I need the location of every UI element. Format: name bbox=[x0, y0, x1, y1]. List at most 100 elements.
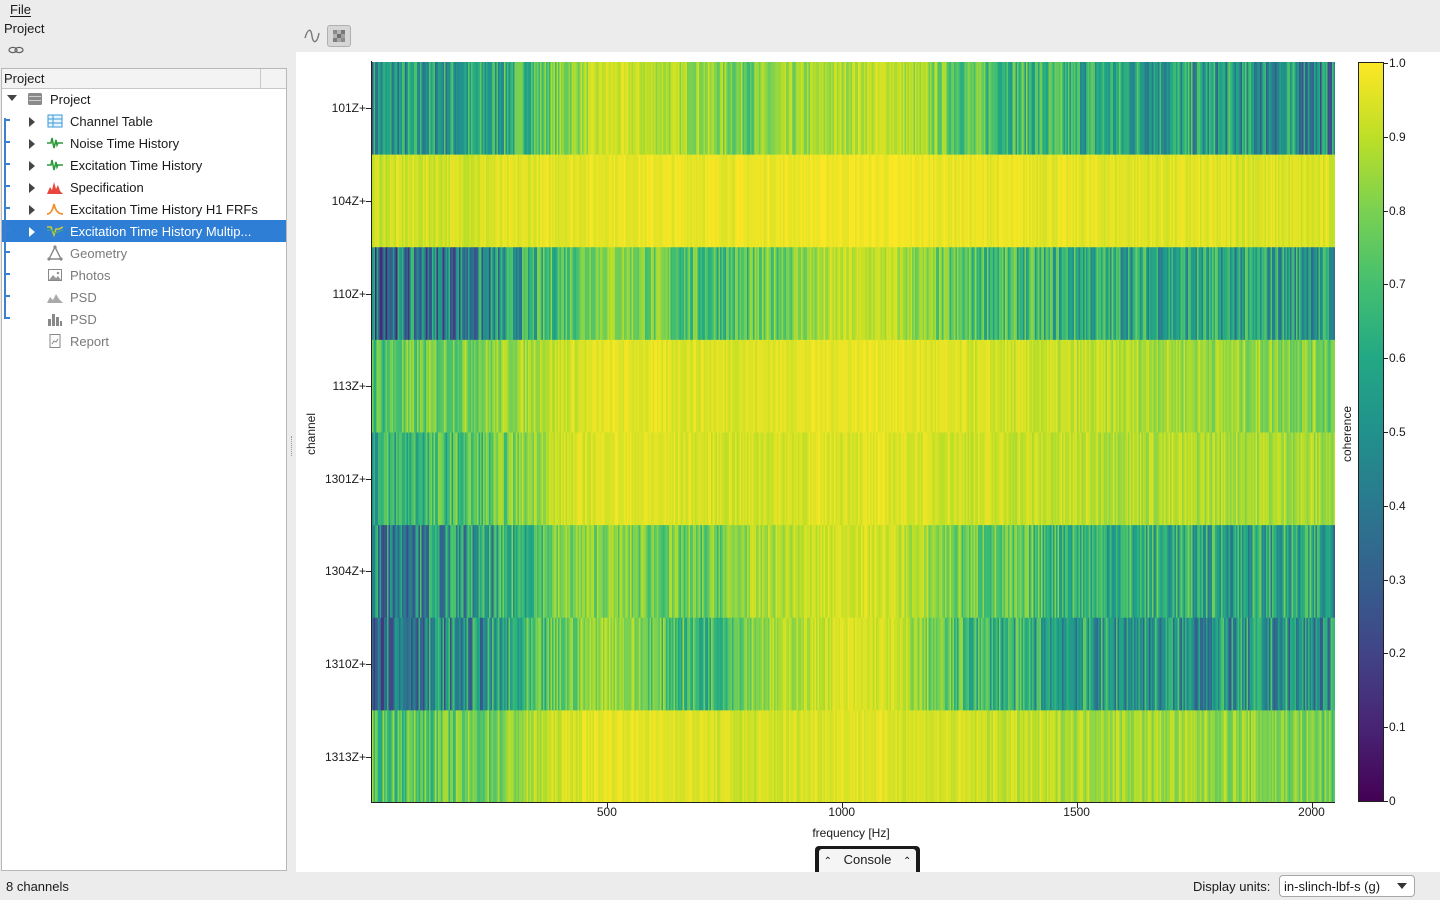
console-toggle-inner[interactable]: ⌃ Console ⌃ bbox=[819, 849, 916, 872]
heatmap-plot-button[interactable] bbox=[327, 25, 351, 47]
tree-item-noise-time-history[interactable]: Noise Time History bbox=[2, 132, 286, 154]
colorbar-tick-label: 0 bbox=[1389, 794, 1396, 808]
tree-guide-tick bbox=[4, 273, 10, 275]
chevron-up-icon: ⌃ bbox=[823, 856, 833, 867]
tree-item-specification[interactable]: Specification bbox=[2, 176, 286, 198]
y-tick-mark bbox=[366, 478, 371, 480]
heatmap-row-101Z+ bbox=[372, 62, 1335, 156]
tree-item-excitation-time-history[interactable]: Excitation Time History bbox=[2, 154, 286, 176]
y-tick-mark bbox=[366, 293, 371, 295]
frf-icon bbox=[46, 201, 64, 217]
heatmap-row-1304Z+ bbox=[372, 525, 1335, 619]
tree-root[interactable]: Project bbox=[2, 88, 286, 110]
colorbar-tick-label: 0.9 bbox=[1389, 129, 1406, 144]
console-label: Console bbox=[843, 852, 892, 867]
y-tick-label: 1310Z+ bbox=[324, 657, 366, 672]
colorbar-tick-mark bbox=[1384, 63, 1388, 64]
coherence-icon bbox=[47, 223, 64, 239]
x-tick-mark bbox=[1076, 803, 1078, 808]
chevron-right-icon[interactable] bbox=[29, 161, 35, 171]
colorbar-tick-mark bbox=[1384, 210, 1388, 212]
tree-item-label: Photos bbox=[70, 268, 111, 283]
tree-item-label: PSD bbox=[70, 312, 97, 327]
tree-guide-tick bbox=[4, 295, 10, 297]
colorbar-tick-label: 0.2 bbox=[1389, 646, 1406, 661]
y-tick-mark bbox=[366, 571, 371, 573]
tree-item-psd[interactable]: PSD bbox=[2, 308, 286, 330]
tree-guide-tick bbox=[4, 185, 10, 187]
y-tick-label: 101Z+ bbox=[331, 101, 366, 116]
tree-header: Project bbox=[2, 69, 286, 89]
link-icon[interactable] bbox=[8, 45, 24, 57]
y-tick-mark bbox=[366, 386, 371, 388]
chevron-up-icon: ⌃ bbox=[902, 856, 912, 867]
x-axis-label: frequency [Hz] bbox=[812, 826, 890, 840]
tree-item-label: Geometry bbox=[70, 246, 128, 261]
display-units-label: Display units: bbox=[1193, 879, 1271, 894]
x-tick-mark bbox=[841, 803, 843, 808]
colorbar-tick-label: 0.6 bbox=[1389, 351, 1406, 366]
tree-item-label: Report bbox=[70, 334, 110, 349]
tree-guide-tick bbox=[4, 119, 10, 121]
colorbar bbox=[1358, 62, 1384, 802]
chevron-down-icon[interactable] bbox=[7, 95, 17, 101]
x-tick-label: 2000 bbox=[1298, 805, 1325, 819]
x-tick-mark bbox=[606, 803, 608, 808]
heatmap-row-1310Z+ bbox=[372, 617, 1335, 711]
tree-item-label: PSD bbox=[70, 290, 97, 305]
y-axis-label: channel bbox=[304, 412, 318, 456]
colorbar-tick-label: 0.5 bbox=[1389, 425, 1406, 439]
chevron-right-icon[interactable] bbox=[29, 227, 35, 237]
colorbar-tick-label: 1.0 bbox=[1389, 56, 1406, 70]
heatmap-row-1313Z+ bbox=[372, 710, 1335, 803]
display-units-select[interactable]: in-slinch-lbf-s (g) bbox=[1279, 875, 1415, 897]
tree-guide-tick bbox=[4, 317, 10, 319]
chevron-right-icon[interactable] bbox=[29, 205, 35, 215]
chevron-right-icon[interactable] bbox=[29, 117, 35, 127]
chevron-right-icon[interactable] bbox=[29, 139, 35, 149]
tree-item-excitation-time-history-h1-frfs[interactable]: Excitation Time History H1 FRFs bbox=[2, 198, 286, 220]
x-tick-label: 1000 bbox=[828, 805, 856, 819]
tree-item-label: Excitation Time History Multip... bbox=[70, 224, 252, 239]
console-toggle[interactable]: ⌃ Console ⌃ bbox=[815, 846, 920, 872]
colorbar-tick-label: 0.7 bbox=[1389, 277, 1406, 292]
tree-item-report[interactable]: Report bbox=[2, 330, 286, 352]
tree-header-label: Project bbox=[4, 71, 45, 86]
menu-file[interactable]: File bbox=[10, 2, 31, 17]
line-plot-button[interactable] bbox=[300, 25, 324, 47]
colorbar-tick-label: 0.8 bbox=[1389, 203, 1406, 218]
colorbar-tick-mark bbox=[1384, 653, 1388, 655]
coherence-heatmap bbox=[372, 62, 1335, 803]
x-tick-mark bbox=[1311, 803, 1313, 808]
tree-guide-line bbox=[4, 118, 10, 318]
heatmap-row-110Z+ bbox=[372, 247, 1335, 341]
header-separator[interactable] bbox=[260, 69, 261, 88]
tree-item-channel-table[interactable]: Channel Table bbox=[2, 110, 286, 132]
tree-guide-tick bbox=[4, 141, 10, 143]
y-tick-label: 104Z+ bbox=[331, 193, 366, 208]
tree-item-label: Noise Time History bbox=[70, 136, 180, 151]
y-tick-label: 1313Z+ bbox=[324, 749, 366, 764]
table-icon bbox=[47, 113, 63, 129]
colorbar-tick-mark bbox=[1384, 358, 1388, 360]
chevron-down-icon bbox=[1397, 883, 1407, 889]
tree-item-label: Excitation Time History bbox=[70, 158, 203, 173]
x-tick-label: 1500 bbox=[1063, 805, 1090, 819]
tree-item-label: Excitation Time History H1 FRFs bbox=[70, 202, 258, 217]
tree-item-psd[interactable]: PSD bbox=[2, 286, 286, 308]
status-bar: 8 channels Display units: in-slinch-lbf-… bbox=[0, 872, 1440, 900]
chevron-right-icon[interactable] bbox=[29, 183, 35, 193]
colorbar-tick-mark bbox=[1384, 284, 1388, 286]
tree-item-photos[interactable]: Photos bbox=[2, 264, 286, 286]
psd-icon bbox=[47, 289, 63, 305]
tree-guide-tick bbox=[4, 163, 10, 165]
menu-bar: File bbox=[0, 0, 1440, 19]
splitter-handle[interactable] bbox=[291, 436, 294, 456]
heatmap-row-104Z+ bbox=[372, 154, 1335, 248]
tree-item-excitation-time-history-multip[interactable]: Excitation Time History Multip... bbox=[2, 220, 286, 242]
tree-item-geometry[interactable]: Geometry bbox=[2, 242, 286, 264]
y-tick-label: 1301Z+ bbox=[324, 471, 366, 486]
colorbar-tick-mark bbox=[1384, 801, 1388, 802]
tree-root-label: Project bbox=[50, 92, 91, 107]
heatmap-row-1301Z+ bbox=[372, 432, 1335, 526]
